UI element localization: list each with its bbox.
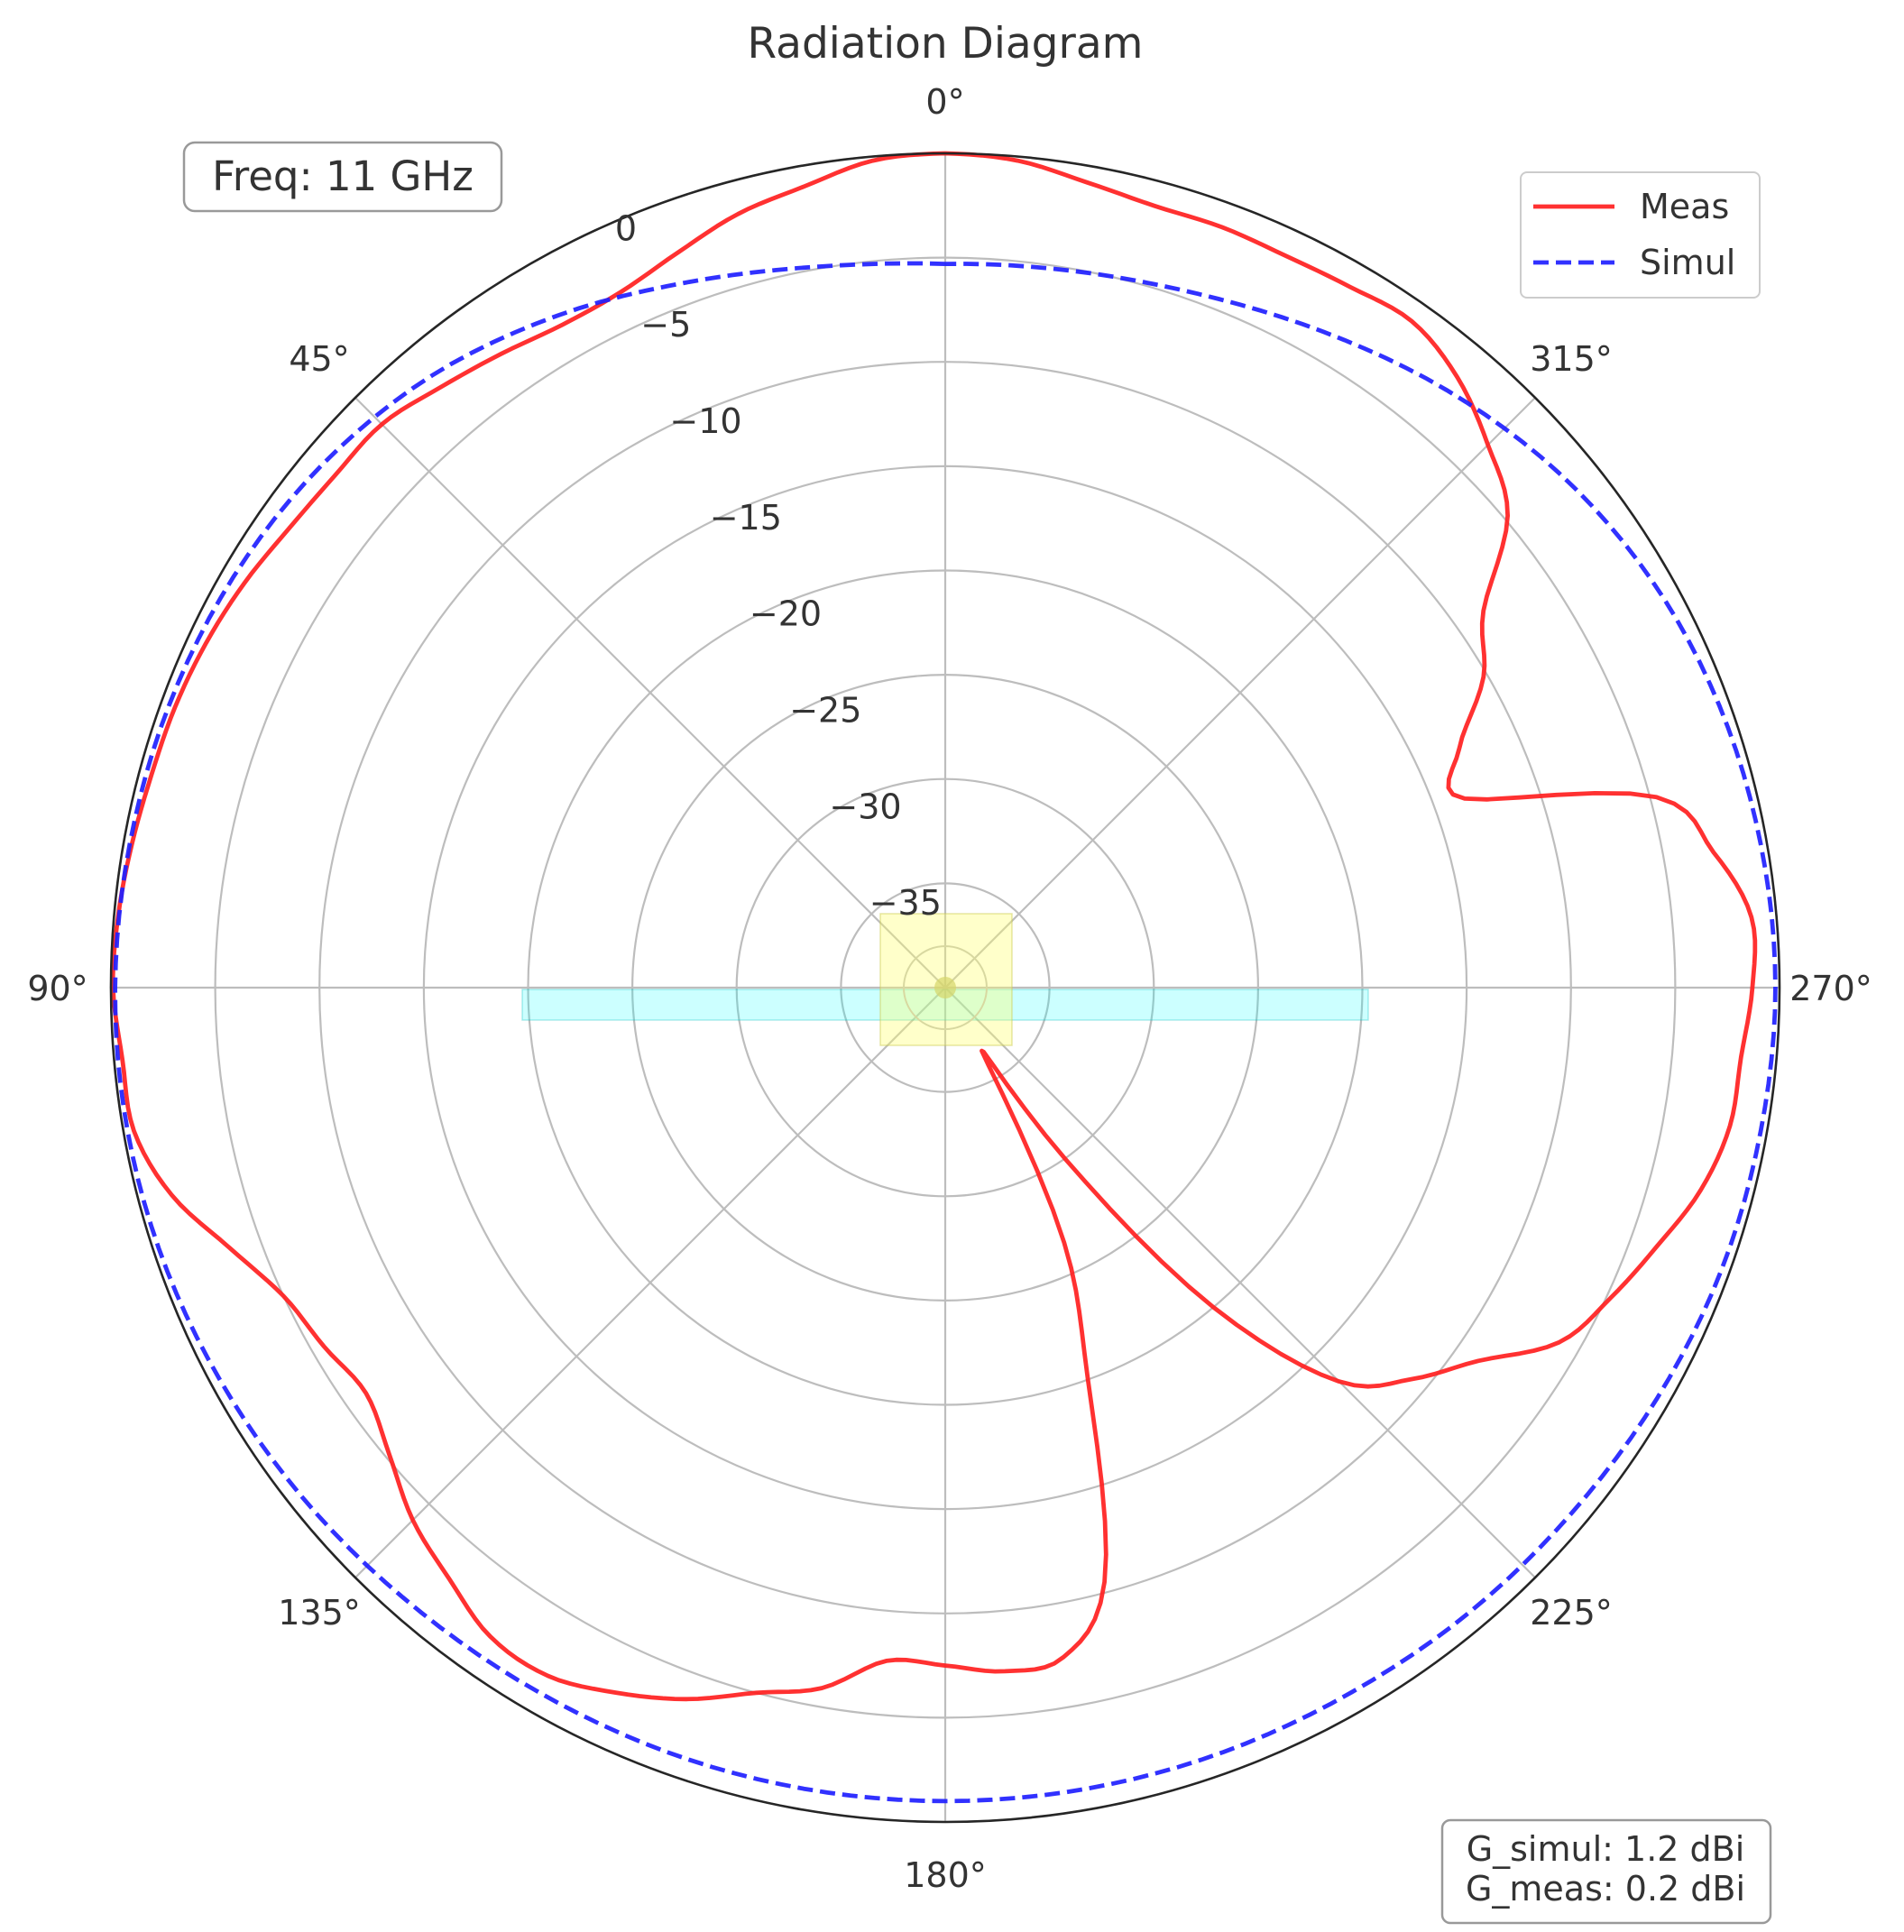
angle-tick-label: 225° [1530,1593,1613,1633]
chart-title: Radiation Diagram [748,19,1144,69]
center-ring-marker [903,945,988,1030]
radial-tick-label: −5 [640,305,691,345]
radial-tick-label: −35 [869,883,942,923]
angle-tick-label: 135° [278,1593,361,1633]
gain-meas-label: G_meas: 0.2 dBi [1466,1869,1745,1909]
angular-grid-spoke [944,987,1536,1578]
freq-label: Freq: 11 GHz [212,152,474,200]
angle-tick-label: 90° [27,969,87,1008]
gain-box [1440,1818,1772,1925]
angle-tick-label: 315° [1530,339,1613,379]
center-markers [521,913,1369,1046]
angle-tick-label: 0° [925,82,964,122]
radial-tick-label: −10 [669,401,741,441]
angular-grid-spoke [944,397,1536,989]
outer-ring-layer [109,152,1781,1824]
legend-box [1520,171,1761,299]
series-curves [110,151,1778,1804]
legend-label-meas: Meas [1640,187,1729,226]
series-line-simul [113,261,1778,1804]
radial-tick-label: −30 [829,787,901,826]
tick-labels: 0° 45° 90° 135° 180° 225° 270° 315° 0 −5 −10 −15 −20… [27,82,1872,1895]
gain-simul-label: G_simul: 1.2 dBi [1467,1829,1745,1869]
center-band-marker [521,989,1369,1021]
center-dot-marker [934,977,956,998]
radial-tick-label: 0 [615,208,637,248]
legend-label-simul: Simul [1640,243,1735,282]
legend: Meas Simul [1520,171,1761,299]
freq-box [182,141,503,213]
angle-tick-label: 270° [1789,969,1872,1008]
series-line-meas [110,151,1758,1702]
angular-grid-spoke [354,987,946,1578]
angle-tick-label: 180° [904,1855,987,1895]
polar-grid [109,152,1781,1824]
angular-grid-spoke [354,397,946,989]
radial-tick-label: −25 [789,691,861,731]
freq-annotation: Freq: 11 GHz [182,141,503,213]
gain-annotation: G_simul: 1.2 dBi G_meas: 0.2 dBi [1440,1818,1772,1925]
angle-tick-label: 45° [289,339,349,379]
outer-ring [109,152,1781,1824]
radial-tick-label: −20 [750,594,822,634]
radial-tick-label: −15 [710,498,782,538]
